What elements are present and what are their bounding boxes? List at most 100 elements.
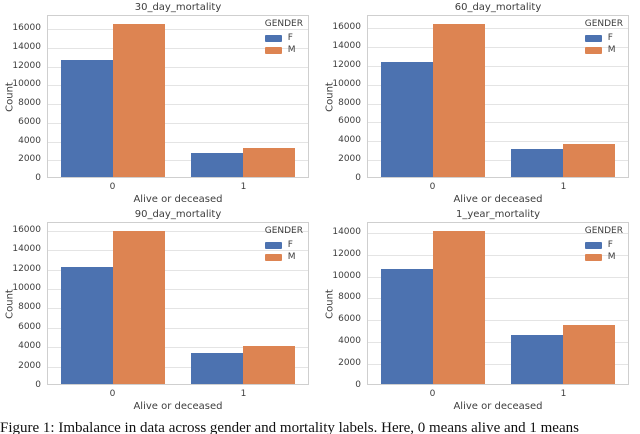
x-tick-label: 0 <box>429 182 436 192</box>
gridline <box>48 250 308 252</box>
legend-title: GENDER <box>584 226 623 236</box>
gridline <box>368 342 628 344</box>
gridline <box>368 160 628 162</box>
y-tick-label: 0 <box>355 173 361 183</box>
y-tick-label: 6000 <box>18 321 41 332</box>
y-tick-label: 8000 <box>338 292 361 303</box>
chart-title: 60_day_mortality <box>454 2 542 13</box>
bar-F-cat1 <box>511 149 563 177</box>
chart-title: 30_day_mortality <box>134 2 222 13</box>
legend-entry-M: M <box>264 45 296 55</box>
legend-swatch-icon <box>584 241 602 249</box>
y-tick-label: 0 <box>35 380 41 390</box>
gridline <box>368 298 628 300</box>
legend: GENDER F M <box>264 19 303 55</box>
y-tick-label: 14000 <box>332 41 361 52</box>
legend-label: M <box>607 252 616 262</box>
gridline <box>48 66 308 68</box>
gridline <box>48 85 308 87</box>
gridline <box>368 103 628 105</box>
y-tick-label: 10000 <box>12 282 41 293</box>
bar-F-cat0 <box>61 60 113 177</box>
y-tick-label: 8000 <box>338 97 361 108</box>
bar-F-cat0 <box>381 269 433 384</box>
bar-M-cat1 <box>563 143 615 177</box>
bar-M-cat0 <box>113 231 165 384</box>
y-tick-label: 10000 <box>332 78 361 89</box>
gridline <box>48 104 308 106</box>
subplot-1_year_mortality: 1_year_mortality Count GENDER F M 0 2000 4000 60… <box>320 207 640 414</box>
y-tick-label: 14000 <box>12 41 41 52</box>
gridline <box>48 347 308 349</box>
gridline <box>368 47 628 49</box>
gridline <box>368 65 628 67</box>
y-tick-label: 4000 <box>18 135 41 146</box>
bar-F-cat1 <box>191 152 243 177</box>
plot-area: GENDER F M <box>47 15 309 178</box>
legend: GENDER F M <box>264 226 303 262</box>
legend-swatch-icon <box>584 46 602 54</box>
plot-area: GENDER F M <box>367 15 629 178</box>
subplot-30_day_mortality: 30_day_mortality Count GENDER F M 0 2000 4000 60… <box>0 0 320 207</box>
bar-M-cat0 <box>433 24 485 177</box>
legend-swatch-icon <box>584 34 602 42</box>
bar-M-cat1 <box>243 346 295 384</box>
gridline <box>368 254 628 256</box>
y-tick-label: 10000 <box>12 79 41 90</box>
figure-caption: Figure 1: Imbalance in data across gende… <box>0 420 579 434</box>
y-tick-label: 4000 <box>338 135 361 146</box>
bar-M-cat0 <box>433 230 485 384</box>
gridline <box>368 232 628 234</box>
x-tick-label: 0 <box>429 389 436 399</box>
y-tick-label: 8000 <box>18 302 41 313</box>
gridline <box>368 122 628 124</box>
gridline <box>368 320 628 322</box>
gridline <box>48 288 308 290</box>
legend-label: M <box>607 45 616 55</box>
x-axis-label: Alive or deceased <box>453 194 543 205</box>
gridline <box>48 230 308 232</box>
legend-entry-M: M <box>584 252 616 262</box>
y-tick-label: 12000 <box>332 248 361 259</box>
y-tick-label: 12000 <box>12 60 41 71</box>
legend: GENDER F M <box>584 19 623 55</box>
bar-F-cat1 <box>191 352 243 384</box>
y-tick-label: 0 <box>35 173 41 183</box>
y-tick-label: 6000 <box>338 116 361 127</box>
subplot-90_day_mortality: 90_day_mortality Count GENDER F M 0 2000 4000 60… <box>0 207 320 414</box>
y-tick-label: 8000 <box>18 98 41 109</box>
gridline <box>48 308 308 310</box>
gridline <box>368 364 628 366</box>
legend-swatch-icon <box>584 253 602 261</box>
x-tick-label: 1 <box>240 389 247 399</box>
gridline <box>48 160 308 162</box>
bar-F-cat0 <box>381 61 433 177</box>
y-tick-label: 6000 <box>18 116 41 127</box>
y-tick-label: 2000 <box>18 360 41 371</box>
charts-grid: 30_day_mortality Count GENDER F M 0 2000 4000 60… <box>0 0 640 414</box>
legend-swatch-icon <box>264 253 282 261</box>
gridline <box>48 141 308 143</box>
x-tick-label: 1 <box>560 389 567 399</box>
legend-title: GENDER <box>584 19 623 29</box>
y-tick-label: 16000 <box>12 224 41 235</box>
legend-label: F <box>287 33 293 43</box>
y-tick-label: 4000 <box>338 336 361 347</box>
gridline <box>368 141 628 143</box>
y-tick-label: 2000 <box>18 154 41 165</box>
bar-F-cat0 <box>61 267 113 384</box>
bar-M-cat0 <box>113 24 165 177</box>
y-tick-label: 10000 <box>332 270 361 281</box>
y-tick-label: 12000 <box>12 263 41 274</box>
legend-entry-F: F <box>264 33 293 43</box>
legend-label: M <box>287 252 296 262</box>
gridline <box>368 28 628 30</box>
chart-title: 90_day_mortality <box>134 209 222 220</box>
gridline <box>48 122 308 124</box>
legend-label: F <box>607 240 613 250</box>
bar-M-cat1 <box>563 324 615 384</box>
legend-entry-F: F <box>584 240 613 250</box>
bar-F-cat1 <box>511 335 563 384</box>
y-tick-label: 16000 <box>12 23 41 34</box>
y-tick-label: 14000 <box>332 226 361 237</box>
